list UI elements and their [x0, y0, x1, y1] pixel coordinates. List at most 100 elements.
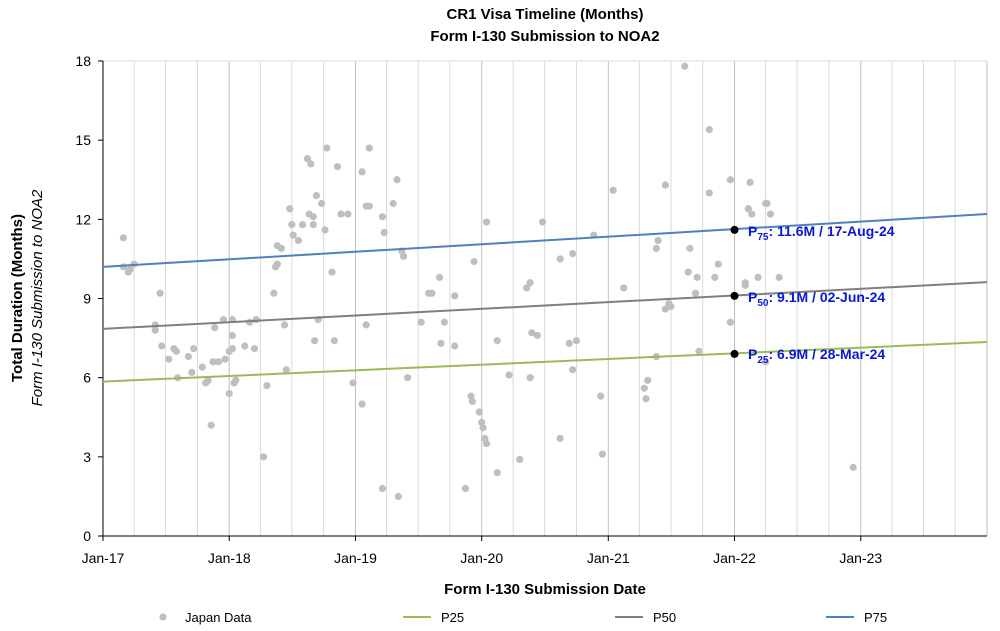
data-point	[475, 408, 483, 416]
data-point	[493, 469, 501, 477]
trend-line-p50	[102, 281, 988, 330]
y-axis-title: Total Duration (Months)	[9, 214, 26, 382]
data-point	[393, 176, 401, 184]
x-tick-label: Jan-20	[460, 550, 503, 566]
data-point	[748, 210, 756, 218]
legend-label-japan-data: Japan Data	[185, 610, 252, 625]
data-point	[572, 337, 581, 345]
y-tick-label: 12	[75, 211, 91, 227]
data-point	[358, 168, 366, 176]
data-point	[158, 342, 166, 350]
data-point	[288, 221, 296, 229]
data-point	[330, 337, 338, 345]
data-point	[214, 358, 223, 366]
data-point	[294, 236, 303, 245]
x-tick-label: Jan-19	[334, 550, 377, 566]
data-point	[451, 292, 459, 300]
data-point	[119, 234, 128, 242]
annotations: P75: 11.6M / 17-Aug-24 P50: 9.1M / 02-Ju…	[748, 223, 895, 366]
data-point	[693, 273, 701, 281]
data-point	[399, 252, 408, 260]
legend-label-p50: P50	[653, 610, 676, 625]
chart-subtitle: Form I-130 Submission to NOA2	[430, 28, 659, 45]
data-point	[705, 126, 713, 134]
data-point	[516, 455, 524, 464]
data-point	[241, 342, 249, 350]
data-point	[207, 421, 215, 429]
data-point	[286, 205, 294, 213]
data-point	[644, 376, 652, 384]
data-point	[389, 199, 397, 208]
data-point	[744, 205, 752, 213]
annotation-p75: P75: 11.6M / 17-Aug-24	[748, 223, 895, 243]
data-point	[209, 358, 217, 366]
data-point	[221, 355, 229, 363]
data-point	[362, 321, 370, 329]
data-point	[311, 337, 319, 345]
chart-title: CR1 Visa Timeline (Months)	[447, 6, 644, 23]
data-point	[404, 374, 412, 382]
data-point	[151, 326, 159, 334]
data-point	[681, 62, 689, 70]
data-point	[211, 323, 219, 332]
y-axis-subtitle-group: Form I-130 Submission to NOA2	[29, 189, 46, 406]
data-point	[726, 176, 734, 184]
data-point	[309, 213, 317, 221]
data-point	[705, 189, 713, 197]
data-point	[190, 345, 198, 353]
data-point	[282, 366, 290, 374]
data-point	[328, 268, 336, 276]
data-point	[726, 318, 734, 326]
data-point	[165, 355, 173, 363]
data-point	[273, 260, 281, 268]
data-point	[358, 400, 366, 408]
legend-label-p25: P25	[441, 610, 464, 625]
data-point	[505, 371, 513, 379]
data-point	[378, 213, 387, 221]
y-axis-subtitle: Form I-130 Submission to NOA2	[29, 189, 46, 406]
data-point	[686, 244, 694, 252]
percentile-marker	[730, 291, 739, 300]
data-point	[528, 329, 536, 337]
data-point	[280, 321, 289, 329]
data-point	[198, 363, 206, 371]
data-point	[156, 289, 164, 297]
data-point	[344, 210, 352, 218]
data-point	[309, 221, 317, 229]
data-point	[775, 273, 783, 281]
data-point	[523, 284, 531, 292]
data-point	[228, 345, 236, 353]
data-point	[714, 260, 722, 268]
legend-marker-japan-data	[159, 613, 167, 621]
data-point	[661, 305, 669, 313]
data-point	[333, 162, 342, 171]
y-tick-label: 18	[75, 53, 91, 69]
y-tick-label: 3	[83, 449, 91, 465]
data-point	[259, 453, 268, 461]
scatter-points	[119, 62, 857, 501]
percentile-marker	[730, 349, 739, 358]
x-axis-ticks: Jan-17 Jan-18 Jan-19 Jan-20 Jan-21 Jan-22 Jan-…	[82, 536, 882, 566]
data-point	[569, 366, 577, 374]
data-point	[317, 199, 326, 208]
data-point	[184, 352, 193, 361]
data-point	[461, 484, 470, 493]
data-point	[598, 450, 607, 458]
gridlines	[102, 60, 988, 537]
y-axis-title-group: Total Duration (Months)	[9, 214, 26, 382]
data-point	[289, 231, 297, 239]
data-point	[378, 484, 387, 493]
data-point	[119, 263, 128, 271]
data-point	[365, 202, 373, 210]
data-point	[526, 374, 534, 382]
y-tick-label: 6	[83, 370, 91, 386]
data-point	[451, 342, 459, 350]
data-point	[642, 395, 650, 403]
data-point	[303, 155, 311, 163]
data-point	[661, 181, 669, 189]
data-point	[380, 228, 388, 237]
data-point	[691, 289, 700, 297]
data-point	[435, 273, 444, 281]
data-point	[323, 144, 331, 152]
data-point	[493, 337, 501, 345]
